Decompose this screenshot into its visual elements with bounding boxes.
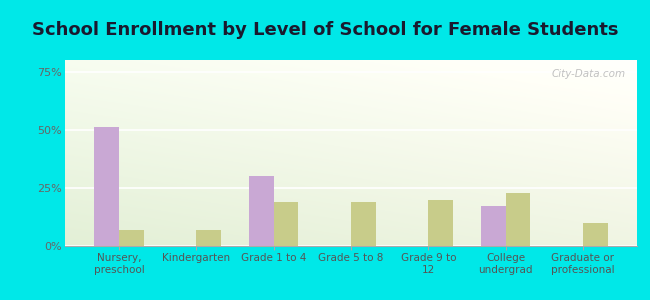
Bar — [94, 128, 119, 246]
Bar — [274, 202, 298, 246]
Bar — [196, 230, 221, 246]
Bar — [119, 230, 144, 246]
Bar — [506, 193, 530, 246]
Bar — [583, 223, 608, 246]
Bar — [351, 202, 376, 246]
Text: School Enrollment by Level of School for Female Students: School Enrollment by Level of School for… — [32, 21, 618, 39]
Bar — [428, 200, 453, 246]
Bar — [481, 206, 506, 246]
Text: City-Data.com: City-Data.com — [551, 69, 625, 79]
Bar — [249, 176, 274, 246]
